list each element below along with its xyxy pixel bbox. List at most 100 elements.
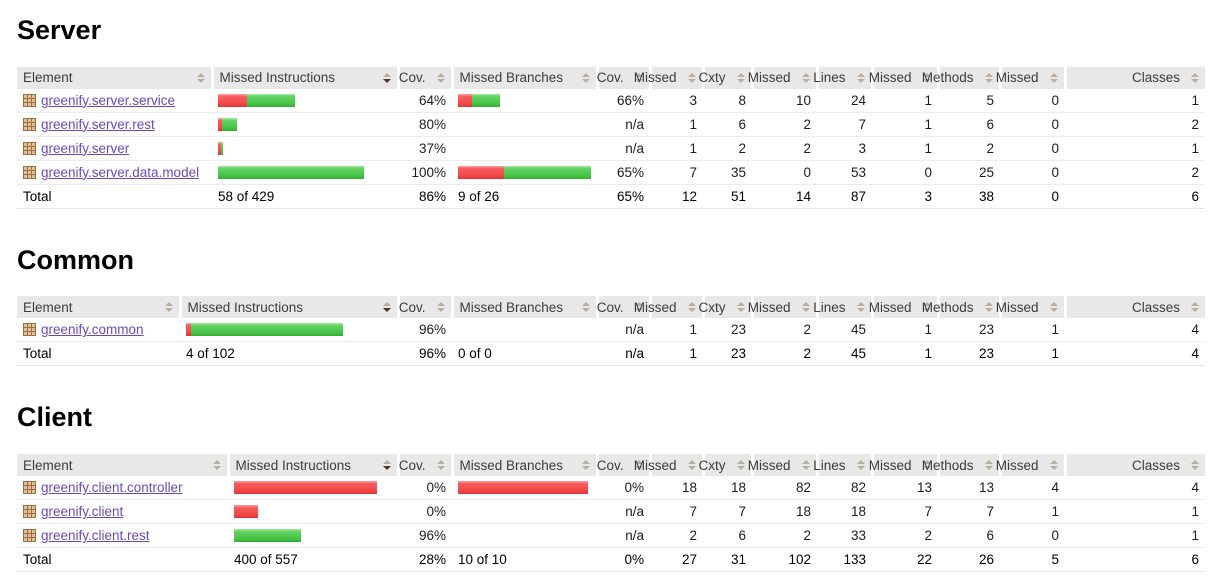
column-header-element[interactable]: Element [17, 454, 228, 477]
column-header-cxty[interactable]: Cxty [699, 454, 752, 477]
table-row: greenify.client.rest 96% n/a 2 6 2 33 2 6 0 1 [17, 523, 1205, 548]
column-header-lines[interactable]: Lines [813, 66, 872, 89]
instructions-coverage-bar-cell [180, 318, 398, 342]
column-header-missed[interactable]: Missed [748, 296, 817, 319]
column-header-methods[interactable]: Methods [922, 66, 1000, 89]
sort-toggle-icon [1191, 72, 1199, 83]
metric-cell: 7 [738, 504, 746, 520]
metric-cell: 18 [730, 480, 746, 496]
column-header-missed-branches[interactable]: Missed Branches [450, 454, 597, 477]
column-header-missed[interactable]: Missed [634, 454, 703, 477]
column-header-methods[interactable]: Methods [922, 454, 1000, 477]
total-row: Total 58 of 429 86% 9 of 26 65% 12 51 14 87 3 38 0 6 [17, 184, 1205, 208]
metric-cell: 1 [689, 140, 697, 156]
branch-coverage-cell: 0% [624, 480, 644, 496]
metric-cell: 82 [850, 480, 866, 496]
instruction-coverage-cell: 100% [411, 164, 446, 180]
column-header-missed-instructions[interactable]: Missed Instructions [178, 296, 398, 319]
column-header-missed[interactable]: Missed [634, 296, 703, 319]
metric-cell: 1 [924, 116, 932, 132]
total-metric-cell: 3 [924, 188, 932, 204]
package-link[interactable]: greenify.server.service [41, 92, 176, 108]
metric-cell: 35 [730, 164, 746, 180]
column-header-methods[interactable]: Methods [922, 296, 1000, 319]
branch-coverage-cell: n/a [625, 504, 644, 520]
column-header-missed[interactable]: Missed [869, 454, 938, 477]
column-header-classes[interactable]: Classes [1063, 454, 1205, 477]
table-header-row: Element Missed Instructions Cov. Missed Bra… [17, 66, 1205, 89]
column-header-missed-instructions[interactable]: Missed Instructions [210, 66, 398, 89]
sort-toggle-icon [196, 72, 205, 83]
column-header-missed[interactable]: Missed [748, 66, 817, 89]
column-header-missed[interactable]: Missed [634, 66, 703, 89]
column-header-element[interactable]: Element [17, 296, 180, 319]
branch-coverage-cell: n/a [625, 322, 644, 338]
sort-toggle-icon [164, 302, 173, 313]
sort-toggle-icon [856, 302, 865, 313]
package-link[interactable]: greenify.client.rest [41, 528, 150, 544]
column-header-missed[interactable]: Missed [869, 66, 938, 89]
metric-cell: 0 [1051, 164, 1059, 180]
package-link[interactable]: greenify.server.data.model [41, 164, 200, 180]
column-header-classes[interactable]: Classes [1063, 66, 1205, 89]
sort-toggle-icon [634, 302, 643, 313]
branches-coverage-bar-cell [452, 524, 597, 548]
column-header-cov[interactable]: Cov. [396, 454, 452, 477]
package-link[interactable]: greenify.client [41, 504, 124, 520]
metric-cell: 5 [986, 92, 994, 108]
metric-cell: 1 [924, 92, 932, 108]
column-label: Missed Instructions [235, 457, 352, 473]
column-header-missed-branches[interactable]: Missed Branches [450, 66, 597, 89]
element-cell: greenify.server.data.model [17, 160, 212, 184]
package-link[interactable]: greenify.common [41, 322, 144, 338]
column-header-cov[interactable]: Cov. [396, 296, 452, 319]
column-header-cov[interactable]: Cov. [396, 66, 452, 89]
column-header-classes[interactable]: Classes [1063, 296, 1205, 319]
column-header-lines[interactable]: Lines [813, 454, 872, 477]
package-link[interactable]: greenify.server.rest [41, 116, 155, 132]
column-header-lines[interactable]: Lines [813, 296, 872, 319]
bar-covered-segment [472, 93, 500, 107]
total-branch-coverage-cell: n/a [625, 346, 644, 362]
column-header-cov[interactable]: Cov. [595, 66, 650, 89]
metric-cell: 23 [730, 322, 746, 338]
sort-toggle-icon [687, 460, 696, 471]
bar-covered-segment [218, 165, 364, 179]
sort-toggle-icon [1049, 302, 1058, 313]
sort-toggle-icon [581, 72, 590, 83]
column-header-missed[interactable]: Missed [996, 296, 1065, 319]
column-label: Missed [633, 457, 677, 473]
package-link[interactable]: greenify.server [41, 140, 130, 156]
bar-covered-segment [234, 529, 301, 543]
column-label: Missed [633, 70, 677, 86]
column-label: Methods [921, 299, 974, 315]
metric-cell: 18 [681, 480, 697, 496]
column-label: Cov. [596, 299, 624, 315]
package-icon [23, 505, 36, 519]
branch-coverage-cell: n/a [625, 528, 644, 544]
package-link[interactable]: greenify.client.controller [41, 480, 183, 496]
column-header-cxty[interactable]: Cxty [699, 66, 752, 89]
metric-cell: 7 [924, 504, 932, 520]
sort-desc-icon [382, 72, 391, 83]
column-label: Cov. [398, 70, 426, 86]
column-label: Missed [633, 299, 677, 315]
total-metric-cell: 23 [730, 346, 746, 362]
column-header-cxty[interactable]: Cxty [699, 296, 752, 319]
sort-desc-icon [382, 460, 391, 471]
metric-cell: 8 [738, 92, 746, 108]
column-header-cov[interactable]: Cov. [595, 454, 650, 477]
column-header-missed-branches[interactable]: Missed Branches [450, 296, 597, 319]
column-header-missed[interactable]: Missed [996, 66, 1065, 89]
sort-toggle-icon [436, 302, 445, 313]
column-header-missed[interactable]: Missed [869, 296, 938, 319]
column-header-missed[interactable]: Missed [996, 454, 1065, 477]
section-title-client: Client [17, 402, 93, 433]
column-header-missed-instructions[interactable]: Missed Instructions [226, 454, 398, 477]
instructions-coverage-bar-cell [228, 476, 398, 500]
column-header-element[interactable]: Element [17, 66, 212, 89]
total-label-cell: Total [23, 346, 52, 362]
column-header-cov[interactable]: Cov. [595, 296, 650, 319]
column-header-missed[interactable]: Missed [748, 454, 817, 477]
sort-toggle-icon [436, 72, 445, 83]
